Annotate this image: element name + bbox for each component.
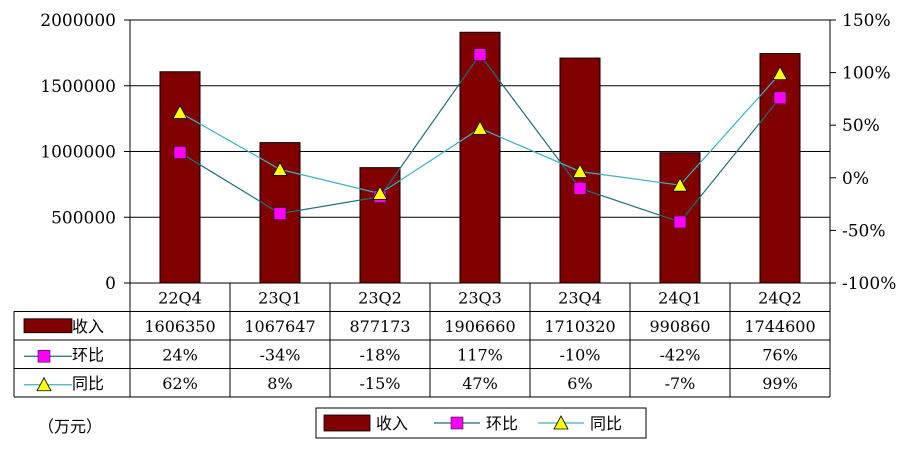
y-left-tick-label: 500000 bbox=[51, 208, 116, 228]
point-环比-23Q1 bbox=[273, 207, 287, 220]
bar-23Q3 bbox=[459, 31, 501, 284]
table-cell: -34% bbox=[260, 345, 301, 364]
y-left-tick-label: 2000000 bbox=[40, 11, 116, 31]
table-cell: 1744600 bbox=[744, 317, 815, 336]
y-left-tick-label: 1000000 bbox=[40, 143, 116, 163]
point-同比-24Q1 bbox=[672, 177, 688, 192]
category-label: 24Q1 bbox=[658, 288, 702, 307]
point-环比-23Q3 bbox=[473, 48, 487, 61]
table-cell: -18% bbox=[360, 345, 401, 364]
category-label: 22Q4 bbox=[158, 288, 202, 307]
legend-key-收入 bbox=[323, 414, 371, 432]
table-cell: -42% bbox=[660, 345, 701, 364]
table-cell: -15% bbox=[360, 374, 401, 393]
data-table: 22Q4 23Q1 23Q2 23Q3 23Q4 24Q1 24Q2 收入 1606350 106… bbox=[13, 20, 831, 398]
table-key-marker-环比 bbox=[37, 350, 51, 363]
point-同比-24Q2 bbox=[772, 65, 788, 81]
y-left-tick-label: 0 bbox=[105, 274, 116, 294]
table-key-收入 bbox=[23, 318, 73, 334]
bar-24Q2 bbox=[759, 53, 801, 284]
table-cell: 117% bbox=[457, 345, 503, 364]
table-cell: 1906660 bbox=[444, 317, 515, 336]
table-cell: 24% bbox=[162, 345, 198, 364]
bar-22Q4 bbox=[159, 71, 201, 284]
table-cell: 1067647 bbox=[244, 317, 315, 336]
point-环比-23Q4 bbox=[573, 182, 587, 195]
table-cell: 877173 bbox=[349, 317, 410, 336]
axes-group: 0 500000 1000000 1500000 2000000 -100% -50% 0% 5… bbox=[40, 11, 896, 294]
unit-label: （万元） bbox=[38, 417, 102, 436]
legend: 收入 环比 同比 bbox=[315, 407, 647, 439]
point-同比-23Q4 bbox=[572, 163, 588, 178]
point-环比-22Q4 bbox=[173, 146, 187, 159]
legend-key-marker-环比 bbox=[450, 416, 464, 430]
table-cell: -7% bbox=[665, 374, 696, 393]
point-环比-24Q2 bbox=[773, 91, 787, 105]
y-right-tick-label: 50% bbox=[842, 116, 880, 136]
table-series-name: 环比 bbox=[72, 345, 104, 364]
table-cell: 990860 bbox=[649, 317, 710, 336]
lines-group bbox=[172, 48, 788, 229]
y-right-tick-label: -50% bbox=[842, 221, 886, 241]
table-series-name: 同比 bbox=[72, 374, 104, 393]
point-同比-23Q2 bbox=[372, 185, 388, 200]
category-label: 23Q3 bbox=[458, 288, 502, 307]
y-right-tick-label: -100% bbox=[842, 274, 896, 294]
point-同比-22Q4 bbox=[172, 104, 188, 119]
y-right-tick-label: 150% bbox=[842, 11, 891, 31]
y-left-tick-label: 1500000 bbox=[40, 77, 116, 97]
legend-label-同比: 同比 bbox=[590, 414, 622, 433]
table-cell: 47% bbox=[462, 374, 498, 393]
y-right-tick-label: 0% bbox=[842, 169, 869, 189]
point-同比-23Q1 bbox=[272, 161, 288, 176]
legend-label-收入: 收入 bbox=[376, 414, 408, 433]
table-cell: 99% bbox=[762, 374, 798, 393]
table-cell: 1710320 bbox=[544, 317, 615, 336]
table-cell: 1606350 bbox=[144, 317, 215, 336]
point-环比-24Q1 bbox=[673, 215, 687, 229]
category-label: 23Q4 bbox=[558, 288, 602, 307]
table-cell: 6% bbox=[567, 374, 592, 393]
legend-label-环比: 环比 bbox=[486, 414, 518, 433]
y-right-tick-label: 100% bbox=[842, 64, 891, 84]
table-key-marker-同比 bbox=[36, 376, 52, 392]
legend-key-marker-同比 bbox=[553, 415, 569, 430]
legend-box bbox=[315, 407, 647, 439]
table-cell: -10% bbox=[560, 345, 601, 364]
table-series-name: 收入 bbox=[72, 317, 104, 336]
table-cell: 62% bbox=[162, 374, 198, 393]
category-label: 23Q2 bbox=[358, 288, 402, 307]
category-label: 23Q1 bbox=[258, 288, 302, 307]
table-cell: 8% bbox=[267, 374, 292, 393]
category-label: 24Q2 bbox=[758, 288, 802, 307]
table-cell: 76% bbox=[762, 345, 798, 364]
point-同比-23Q3 bbox=[472, 120, 488, 135]
